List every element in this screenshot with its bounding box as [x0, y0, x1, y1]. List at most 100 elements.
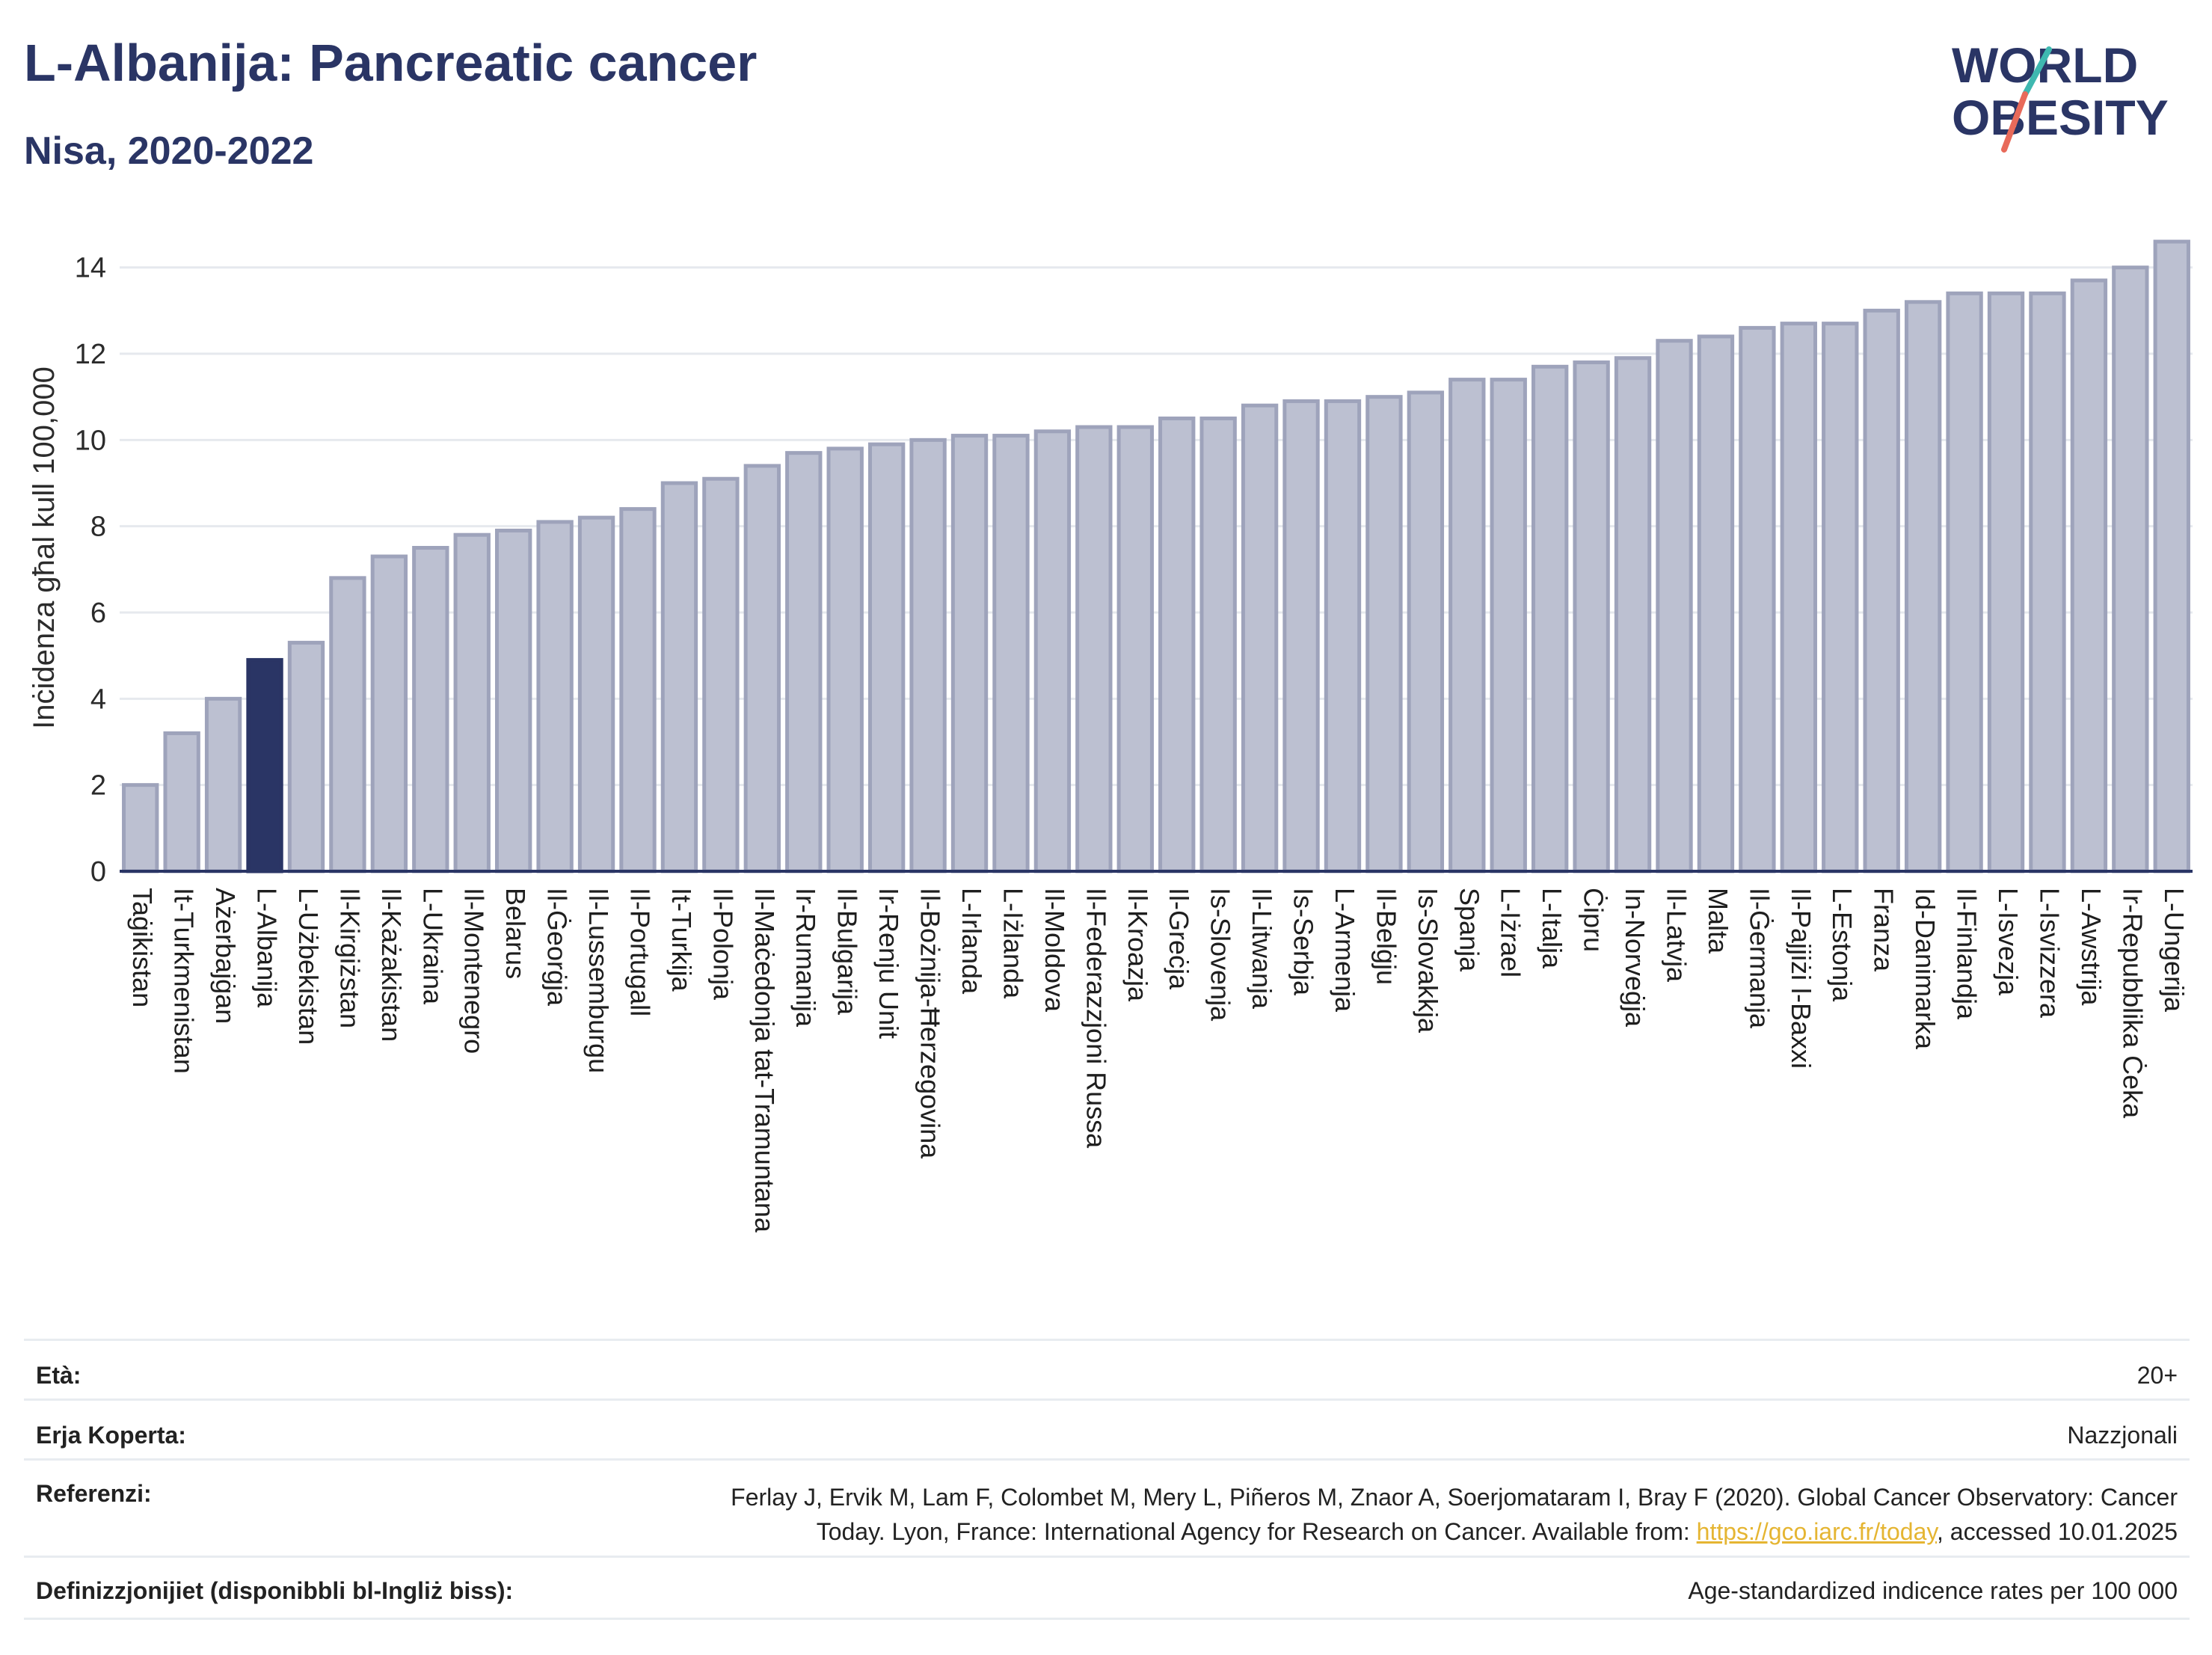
age-value: 20+ — [2136, 1362, 2178, 1389]
x-tick-label: Malta — [1703, 888, 1733, 954]
bar — [1863, 308, 1900, 873]
bar — [1448, 378, 1486, 873]
bar — [743, 464, 781, 873]
bar — [1241, 403, 1279, 873]
bar — [1904, 300, 1942, 873]
x-tick-label: L-Ukraina — [417, 888, 448, 1005]
bar — [1324, 399, 1362, 873]
bar — [909, 437, 947, 873]
x-tick-label: Il-Ġermanja — [1744, 888, 1775, 1029]
bar — [1987, 291, 2025, 873]
world-obesity-logo: WORLD OBESITY — [1952, 37, 2169, 153]
references-label: Referenzi: — [36, 1480, 152, 1507]
x-tick-label: Il-Pajjiżi l-Baxxi — [1786, 888, 1816, 1069]
bar — [163, 731, 200, 873]
bar — [1614, 356, 1652, 873]
x-tick-label: Il-Bulgarija — [832, 888, 863, 1016]
bar — [1739, 325, 1776, 873]
meta-row-definitions: Definizzjonijiet (disponibbli bl-Ingliż … — [24, 1556, 2190, 1620]
meta-row-age: Età: 20+ — [24, 1339, 2190, 1401]
references-line-2-text: Today. Lyon, France: International Agenc… — [816, 1518, 1697, 1545]
x-tick-label: Il-Ġeorġja — [542, 888, 573, 1007]
bar — [1656, 339, 1693, 873]
bar — [453, 532, 491, 873]
definitions-label: Definizzjonijiet (disponibbli bl-Ingliż … — [36, 1577, 514, 1604]
x-tick-label: Spanja — [1454, 888, 1484, 972]
bar — [1531, 364, 1569, 873]
bar — [370, 554, 408, 873]
references-line-2: Today. Lyon, France: International Agenc… — [731, 1514, 2178, 1549]
x-tick-label: L-Iżrael — [1496, 888, 1526, 977]
x-tick-label: Il-Kirgiżstan — [334, 888, 365, 1028]
x-tick-label: Taġikistan — [127, 888, 158, 1007]
bar — [577, 515, 615, 873]
x-tick-label: L-Albanija — [252, 888, 283, 1008]
x-tick-label: L-Irlanda — [956, 888, 987, 995]
x-tick-label: L-Iżlanda — [998, 888, 1028, 999]
x-tick-label: L-Użbekistan — [293, 888, 324, 1045]
bar — [660, 481, 698, 873]
x-tick-label: L-Awstrija — [2076, 888, 2107, 1006]
x-tick-label: Il-Greċja — [1164, 888, 1194, 990]
x-tick-label: Id-Danimarka — [1910, 888, 1941, 1050]
age-label: Età: — [36, 1362, 82, 1389]
x-tick-label: Il-Belġju — [1371, 888, 1401, 985]
bar — [1199, 417, 1237, 873]
bar — [992, 434, 1030, 873]
y-tick-label: 6 — [90, 598, 106, 629]
x-tick-label: Il-Lussemburgu — [583, 888, 614, 1073]
x-tick-label: Belarus — [500, 888, 531, 979]
bar — [1158, 417, 1196, 873]
bar — [1407, 390, 1445, 873]
references-value: Ferlay J, Ervik M, Lam F, Colombet M, Me… — [731, 1480, 2178, 1549]
bar — [412, 546, 449, 873]
logo-text-world: WORLD — [1952, 37, 2138, 93]
page-title: L-Albanija: Pancreatic cancer — [24, 34, 758, 92]
references-line-1: Ferlay J, Ervik M, Lam F, Colombet M, Me… — [731, 1484, 2178, 1511]
x-tick-label: Ir-Rumanija — [790, 888, 821, 1028]
bar — [826, 446, 864, 873]
x-tick-label: In-Norveġja — [1620, 888, 1650, 1028]
bar — [1282, 399, 1320, 873]
bar — [495, 528, 532, 873]
definitions-value: Age-standardized indicence rates per 100… — [1688, 1577, 2178, 1604]
y-tick-label: 0 — [90, 856, 106, 888]
y-tick-label: 12 — [75, 339, 106, 370]
x-tick-label: Ir-Repubblika Ċeka — [2117, 888, 2148, 1119]
x-tick-label: Il-Portugall — [624, 888, 655, 1016]
page-subtitle: Nisa, 2020-2022 — [24, 129, 314, 173]
x-tick-label: Ir-Renju Unit — [873, 888, 904, 1039]
x-tick-label: Il-Maċedonja tat-Tramuntana — [749, 888, 780, 1233]
bar — [2112, 265, 2149, 873]
y-tick-label: 14 — [75, 253, 106, 284]
logo-text-obesity: OBESITY — [1952, 90, 2169, 145]
bar — [1033, 429, 1072, 873]
x-tick-label: Il-Każakistan — [376, 888, 407, 1042]
references-link[interactable]: https://gco.iarc.fr/today — [1696, 1518, 1937, 1545]
x-tick-label: Il-Litwanja — [1247, 888, 1277, 1010]
x-tick-label: Il-Federazzjoni Russa — [1081, 888, 1111, 1149]
x-tick-label: L-Ungerija — [2159, 888, 2190, 1013]
bar — [287, 640, 325, 873]
x-tick-label: Il-Bożnija-Ħerzegovina — [915, 888, 946, 1159]
bar — [950, 434, 989, 873]
x-tick-label: Franza — [1869, 888, 1899, 972]
bar — [1490, 378, 1527, 873]
bar — [1075, 425, 1113, 873]
x-tick-label: Il-Moldova — [1039, 888, 1070, 1013]
bar — [2153, 239, 2190, 873]
y-tick-label: 2 — [90, 770, 106, 802]
y-axis-label: Inċidenza għal kull 100,000 — [28, 366, 61, 729]
bar — [122, 783, 159, 873]
bar — [1780, 322, 1817, 873]
bar — [536, 520, 574, 873]
bar — [619, 507, 657, 873]
x-tick-label: Il-Kroazja — [1122, 888, 1153, 1002]
meta-row-coverage: Erja Koperta: Nazzjonali — [24, 1398, 2190, 1461]
x-tick-label: It-Turkija — [666, 888, 697, 992]
bar — [2070, 278, 2108, 873]
bar — [1116, 425, 1154, 873]
x-tick-label: L-Italja — [1537, 888, 1567, 969]
bar — [867, 442, 906, 873]
y-tick-label: 10 — [75, 425, 106, 456]
